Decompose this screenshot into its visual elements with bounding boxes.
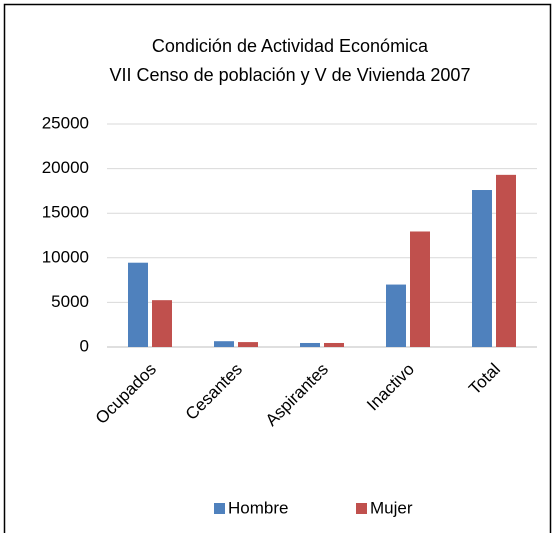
y-tick-label: 10000 <box>42 247 89 266</box>
bar <box>238 342 258 347</box>
bar <box>324 342 344 347</box>
y-tick-label: 25000 <box>42 113 89 132</box>
bar <box>410 231 430 347</box>
bar <box>496 174 516 347</box>
bar <box>214 341 234 347</box>
bar <box>386 284 406 347</box>
y-tick-label: 0 <box>80 336 89 355</box>
y-tick-label: 15000 <box>42 203 89 222</box>
chart-frame <box>3 3 552 533</box>
chart-title: Condición de Actividad Económica <box>152 36 429 56</box>
bar <box>152 300 172 347</box>
legend-swatch <box>214 503 225 514</box>
legend-swatch <box>356 503 367 514</box>
bar <box>300 342 320 347</box>
bar <box>128 262 148 347</box>
legend-label: Hombre <box>228 498 288 517</box>
y-tick-label: 20000 <box>42 158 89 177</box>
y-tick-label: 5000 <box>51 292 89 311</box>
legend-label: Mujer <box>370 498 413 517</box>
bar <box>472 190 492 347</box>
chart-subtitle: VII Censo de población y V de Vivienda 2… <box>110 65 471 85</box>
